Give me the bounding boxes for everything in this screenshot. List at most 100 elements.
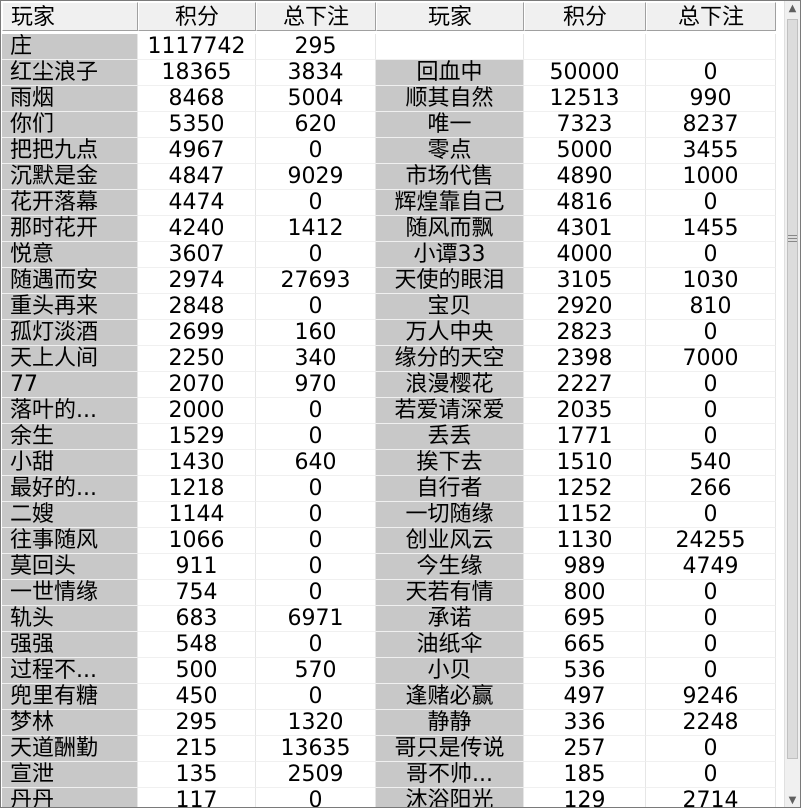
column-header-score-1[interactable]: 积分 [138, 2, 256, 31]
player-name-cell: 回血中 [376, 60, 524, 86]
table-row[interactable]: 红尘浪子 18365 3834 回血中 50000 0 [2, 60, 786, 86]
player-name-cell: 宣泄 [2, 762, 138, 788]
table-row[interactable]: 把把九点 4967 0 零点 5000 3455 [2, 138, 786, 164]
player-name-cell: 宝贝 [376, 294, 524, 320]
player-name-cell: 重头再来 [2, 294, 138, 320]
total-bet-cell: 1030 [646, 268, 776, 294]
table-row[interactable]: 孤灯淡酒 2699 160 万人中央 2823 0 [2, 320, 786, 346]
table-row[interactable]: 随遇而安 2974 27693 天使的眼泪 3105 1030 [2, 268, 786, 294]
score-cell: 695 [524, 606, 646, 632]
score-cell: 4474 [138, 190, 256, 216]
player-name-cell: 随风而飘 [376, 216, 524, 242]
total-bet-cell: 810 [646, 294, 776, 320]
player-name-cell: 市场代售 [376, 164, 524, 190]
table-row[interactable]: 天上人间 2250 340 缘分的天空 2398 7000 [2, 346, 786, 372]
column-header-score-2[interactable]: 积分 [524, 2, 646, 31]
total-bet-cell: 0 [256, 528, 376, 554]
score-cell: 4301 [524, 216, 646, 242]
player-name-cell: 落叶的... [2, 398, 138, 424]
table-row[interactable]: 一世情缘 754 0 天若有情 800 0 [2, 580, 786, 606]
scrollbar-thumb[interactable] [787, 19, 798, 759]
player-name-cell: 自行者 [376, 476, 524, 502]
player-name-cell: 天若有情 [376, 580, 524, 606]
table-row[interactable]: 悦意 3607 0 小谭33 4000 0 [2, 242, 786, 268]
table-row[interactable]: 小甜 1430 640 挨下去 1510 540 [2, 450, 786, 476]
table-row[interactable]: 往事随风 1066 0 创业风云 1130 24255 [2, 528, 786, 554]
table-row[interactable]: 余生 1529 0 丢丢 1771 0 [2, 424, 786, 450]
score-cell: 536 [524, 658, 646, 684]
total-bet-cell: 0 [256, 398, 376, 424]
scroll-down-arrow-icon[interactable]: ▼ [788, 795, 797, 806]
table-row[interactable]: 过程不... 500 570 小贝 536 0 [2, 658, 786, 684]
total-bet-cell: 0 [256, 502, 376, 528]
column-header-total-bet-1[interactable]: 总下注 [256, 2, 376, 31]
score-cell: 2920 [524, 294, 646, 320]
table-row[interactable]: 梦林 295 1320 静静 336 2248 [2, 710, 786, 736]
score-cell: 989 [524, 554, 646, 580]
total-bet-cell: 0 [256, 190, 376, 216]
table-row[interactable]: 兜里有糖 450 0 逢赌必赢 497 9246 [2, 684, 786, 710]
table-row[interactable]: 你们 5350 620 唯一 7323 8237 [2, 112, 786, 138]
total-bet-cell: 7000 [646, 346, 776, 372]
table-row[interactable]: 重头再来 2848 0 宝贝 2920 810 [2, 294, 786, 320]
total-bet-cell: 0 [646, 398, 776, 424]
score-cell: 2974 [138, 268, 256, 294]
table-row[interactable]: 丹丹 117 0 沐浴阳光 129 2714 [2, 788, 786, 807]
score-cell: 2070 [138, 372, 256, 398]
score-cell: 4000 [524, 242, 646, 268]
total-bet-cell: 0 [256, 554, 376, 580]
table-row[interactable]: 强强 548 0 油纸伞 665 0 [2, 632, 786, 658]
player-name-cell: 天上人间 [2, 346, 138, 372]
table-row[interactable]: 轨头 683 6971 承诺 695 0 [2, 606, 786, 632]
table-row[interactable]: 雨烟 8468 5004 顺其自然 12513 990 [2, 86, 786, 112]
total-bet-cell: 0 [646, 632, 776, 658]
table-row[interactable]: 庄 1117742 295 [2, 34, 786, 60]
column-header-player-2[interactable]: 玩家 [376, 2, 524, 31]
table-row[interactable]: 最好的... 1218 0 自行者 1252 266 [2, 476, 786, 502]
score-cell: 497 [524, 684, 646, 710]
player-name-cell: 若爱请深爱 [376, 398, 524, 424]
vertical-scrollbar[interactable]: ▲ ▼ [784, 1, 800, 807]
score-cell: 8468 [138, 86, 256, 112]
player-name-cell: 逢赌必赢 [376, 684, 524, 710]
score-cell: 4816 [524, 190, 646, 216]
score-cell: 1529 [138, 424, 256, 450]
total-bet-cell: 620 [256, 112, 376, 138]
table-row[interactable]: 莫回头 911 0 今生缘 989 4749 [2, 554, 786, 580]
score-cell: 7323 [524, 112, 646, 138]
table-header: 玩家 积分 总下注 玩家 积分 总下注 [2, 2, 776, 33]
scroll-up-arrow-icon[interactable]: ▲ [788, 3, 797, 14]
total-bet-cell: 0 [256, 632, 376, 658]
total-bet-cell: 0 [646, 580, 776, 606]
table-row[interactable]: 落叶的... 2000 0 若爱请深爱 2035 0 [2, 398, 786, 424]
total-bet-cell: 0 [256, 294, 376, 320]
total-bet-cell: 1320 [256, 710, 376, 736]
player-name-cell: 今生缘 [376, 554, 524, 580]
total-bet-cell: 5004 [256, 86, 376, 112]
table-row[interactable]: 二嫂 1144 0 一切随缘 1152 0 [2, 502, 786, 528]
score-cell: 548 [138, 632, 256, 658]
player-name-cell: 辉煌靠自己 [376, 190, 524, 216]
total-bet-cell: 3455 [646, 138, 776, 164]
player-name-cell: 莫回头 [2, 554, 138, 580]
table-row[interactable]: 那时花开 4240 1412 随风而飘 4301 1455 [2, 216, 786, 242]
table-row[interactable]: 沉默是金 4847 9029 市场代售 4890 1000 [2, 164, 786, 190]
player-name-cell: 雨烟 [2, 86, 138, 112]
total-bet-cell: 2509 [256, 762, 376, 788]
table-row[interactable]: 宣泄 135 2509 哥不帅... 185 0 [2, 762, 786, 788]
total-bet-cell: 0 [646, 762, 776, 788]
total-bet-cell: 990 [646, 86, 776, 112]
column-header-total-bet-2[interactable]: 总下注 [646, 2, 776, 31]
table-row[interactable]: 天道酬勤 215 13635 哥只是传说 257 0 [2, 736, 786, 762]
table-row[interactable]: 77 2070 970 浪漫樱花 2227 0 [2, 372, 786, 398]
player-name-cell: 沐浴阳光 [376, 788, 524, 807]
score-cell: 4967 [138, 138, 256, 164]
total-bet-cell: 0 [256, 684, 376, 710]
player-name-cell: 过程不... [2, 658, 138, 684]
table-row[interactable]: 花开落幕 4474 0 辉煌靠自己 4816 0 [2, 190, 786, 216]
player-name-cell: 最好的... [2, 476, 138, 502]
column-header-player-1[interactable]: 玩家 [2, 2, 138, 31]
score-cell: 1152 [524, 502, 646, 528]
total-bet-cell: 0 [646, 372, 776, 398]
player-name-cell: 创业风云 [376, 528, 524, 554]
